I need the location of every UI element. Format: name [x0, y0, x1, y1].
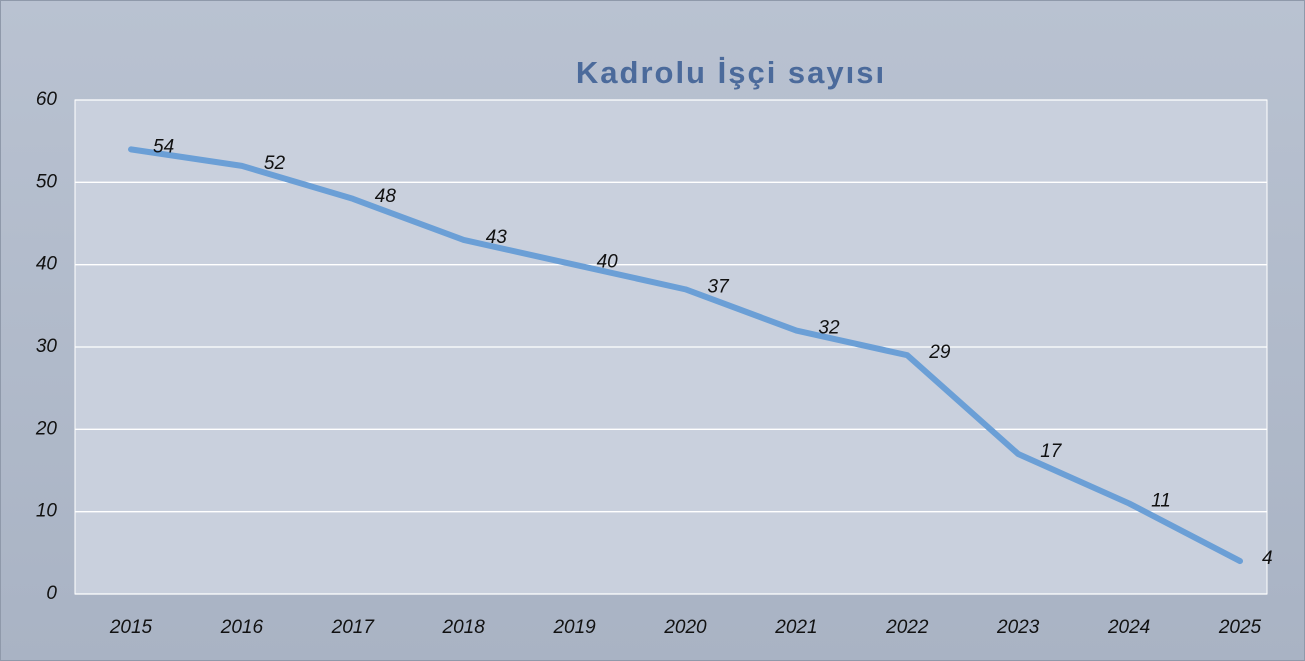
data-label: 29: [928, 342, 951, 363]
y-tick-label: 50: [36, 171, 58, 192]
chart-title: Kadrolu İşçi sayısı: [576, 55, 886, 90]
y-tick-label: 40: [36, 254, 58, 275]
data-label: 17: [1040, 441, 1063, 462]
x-tick-label: 2023: [996, 617, 1040, 638]
data-label: 52: [264, 153, 286, 174]
data-label: 37: [708, 276, 731, 297]
data-label: 48: [375, 186, 397, 207]
x-tick-label: 2015: [109, 617, 153, 638]
data-label: 4: [1262, 548, 1273, 569]
data-label: 43: [486, 227, 508, 248]
x-tick-label: 2025: [1218, 617, 1262, 638]
data-label: 11: [1151, 490, 1171, 511]
data-line: [128, 146, 1243, 565]
data-label: 40: [597, 252, 619, 273]
x-tick-label: 2024: [1107, 617, 1150, 638]
x-tick-label: 2021: [774, 617, 817, 638]
x-tick-label: 2019: [552, 617, 596, 638]
x-tick-label: 2018: [442, 617, 486, 638]
y-tick-label: 0: [46, 583, 57, 604]
marks: [128, 146, 1243, 565]
data-label: 32: [818, 318, 840, 339]
grid: [75, 99, 1267, 595]
x-tick-label: 2017: [331, 617, 376, 638]
x-tick-label: 2016: [220, 617, 264, 638]
data-label: 54: [153, 136, 174, 157]
x-tick-label: 2020: [663, 617, 707, 638]
y-tick-label: 10: [36, 501, 58, 522]
y-tick-label: 20: [35, 418, 58, 439]
x-tick-label: 2022: [885, 617, 929, 638]
y-tick-label: 30: [36, 336, 58, 357]
y-tick-label: 60: [36, 89, 58, 110]
